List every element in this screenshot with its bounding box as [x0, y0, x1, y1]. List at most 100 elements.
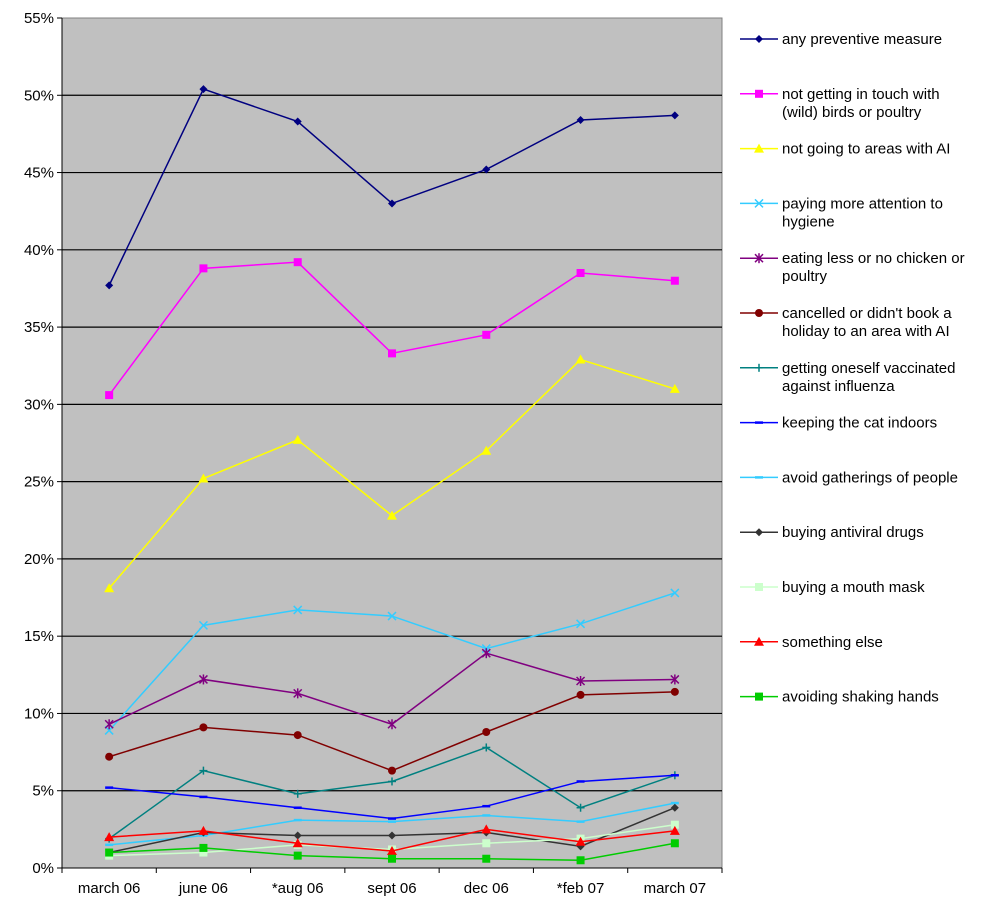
legend-label-line: buying a mouth mask	[782, 579, 925, 596]
legend-label-line: something else	[782, 634, 883, 651]
y-tick-label: 25%	[24, 474, 54, 491]
data-point	[292, 434, 303, 444]
series-6	[105, 687, 679, 775]
y-tick-label: 45%	[24, 165, 54, 182]
series-2	[105, 258, 679, 400]
data-point	[576, 676, 586, 686]
legend-label: getting oneself vaccinated against influe…	[782, 360, 955, 395]
data-point	[575, 836, 586, 846]
data-point	[482, 330, 491, 339]
legend-label-line: (wild) birds or poultry	[782, 104, 922, 121]
data-point	[198, 674, 208, 685]
legend-marker	[755, 89, 763, 98]
data-point	[482, 165, 491, 174]
data-point	[481, 445, 492, 455]
data-point	[670, 687, 679, 696]
x-tick-label: march 07	[644, 880, 707, 897]
data-point	[576, 803, 585, 812]
legend-item-13: avoiding shaking hands	[740, 689, 939, 706]
legend-marker	[754, 253, 764, 264]
legend-marker	[754, 198, 764, 208]
data-point	[293, 117, 302, 126]
data-point	[670, 588, 680, 598]
data-point	[293, 731, 302, 740]
data-point	[669, 825, 680, 835]
data-point	[293, 851, 302, 860]
legend-label: not going to areas with AI	[782, 141, 950, 158]
y-tick-label: 5%	[32, 783, 54, 800]
legend-item-1: any preventive measure	[740, 31, 942, 48]
legend-label: any preventive measure	[782, 31, 942, 48]
legend-label: buying a mouth mask	[782, 579, 925, 596]
data-point-stroke	[576, 619, 586, 629]
data-point	[670, 803, 679, 812]
legend-label-line: cancelled or didn't book a	[782, 305, 952, 322]
series-5	[104, 648, 680, 730]
data-point	[105, 281, 114, 290]
legend-marker	[755, 363, 763, 372]
legend-marker	[754, 636, 764, 646]
legend-item-12: something else	[740, 634, 883, 651]
data-point	[482, 728, 491, 736]
legend-item-7: getting oneself vaccinated against influe…	[740, 360, 955, 395]
legend-marker	[755, 583, 763, 591]
data-point	[293, 831, 302, 840]
x-tick-label: sept 06	[367, 880, 416, 897]
data-point	[576, 690, 585, 699]
legend-label-line: buying antiviral drugs	[782, 524, 924, 541]
legend-label-line: not going to areas with AI	[782, 141, 950, 158]
data-point	[576, 856, 585, 865]
data-point-stroke	[293, 605, 303, 615]
data-point	[199, 264, 208, 273]
y-tick-label: 15%	[24, 628, 54, 645]
data-point	[576, 116, 585, 124]
legend-label-line: eating less or no chicken or	[782, 250, 965, 267]
data-point	[199, 848, 208, 857]
data-point	[387, 846, 397, 855]
data-point	[198, 473, 209, 483]
legend-item-5: eating less or no chicken or poultry	[740, 250, 965, 285]
legend-item-3: not going to areas with AI	[740, 141, 950, 158]
data-point	[481, 824, 492, 834]
x-tick-label: march 06	[78, 880, 141, 897]
data-point	[388, 777, 396, 786]
data-point	[670, 111, 679, 120]
x-tick-label: *aug 06	[272, 880, 324, 897]
legend-label-line: paying more attention to	[782, 195, 943, 212]
data-point	[199, 723, 208, 732]
data-point	[387, 510, 397, 520]
data-point	[292, 838, 303, 848]
data-point-stroke	[387, 611, 397, 621]
legend-label-line: not getting in touch with	[782, 86, 940, 103]
series-8	[105, 774, 679, 820]
data-point	[104, 832, 115, 842]
legend-label-line: any preventive measure	[782, 31, 942, 48]
legend-label-line: poultry	[782, 268, 828, 285]
data-point	[670, 839, 679, 848]
data-point	[669, 383, 680, 393]
legend-label: paying more attention to hygiene	[782, 195, 943, 230]
legend-item-2: not getting in touch with (wild) birds or…	[740, 86, 940, 121]
data-point-stroke	[670, 588, 680, 598]
data-point	[670, 820, 679, 829]
series-13	[105, 839, 679, 865]
legend-item-10: buying antiviral drugs	[740, 524, 924, 541]
legend-label: buying antiviral drugs	[782, 524, 924, 541]
y-tick-label: 55%	[24, 10, 54, 27]
data-point	[482, 854, 491, 863]
data-point	[388, 831, 396, 840]
y-tick-label: 50%	[24, 87, 54, 104]
legend-item-11: buying a mouth mask	[740, 579, 925, 596]
data-point	[670, 674, 680, 685]
data-point	[482, 839, 491, 848]
data-point	[104, 719, 114, 730]
legend-label: keeping the cat indoors	[782, 415, 937, 432]
data-point	[387, 611, 397, 621]
series-12	[104, 824, 680, 855]
data-point	[293, 789, 302, 798]
legend-label-line: avoid gatherings of people	[782, 469, 958, 486]
data-point	[199, 766, 208, 775]
data-point	[105, 752, 114, 761]
data-point	[199, 843, 208, 852]
y-tick-label: 20%	[24, 551, 54, 568]
